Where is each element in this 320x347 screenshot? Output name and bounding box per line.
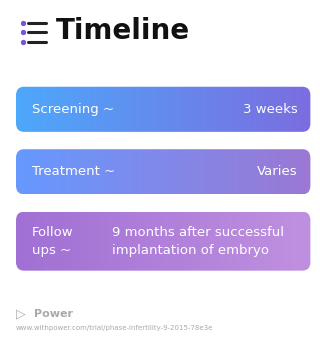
Text: Varies: Varies — [257, 165, 298, 178]
Text: Timeline: Timeline — [56, 17, 190, 44]
Text: Power: Power — [34, 309, 73, 319]
Text: 9 months after successful
implantation of embryo: 9 months after successful implantation o… — [112, 226, 284, 257]
Text: www.withpower.com/trial/phase-infertility-9-2015-78e3e: www.withpower.com/trial/phase-infertilit… — [16, 325, 213, 331]
Text: Screening ~: Screening ~ — [32, 103, 114, 116]
Text: 3 weeks: 3 weeks — [243, 103, 298, 116]
Text: Follow
ups ~: Follow ups ~ — [32, 226, 74, 257]
Text: Treatment ~: Treatment ~ — [32, 165, 115, 178]
Text: ▷: ▷ — [16, 307, 26, 321]
